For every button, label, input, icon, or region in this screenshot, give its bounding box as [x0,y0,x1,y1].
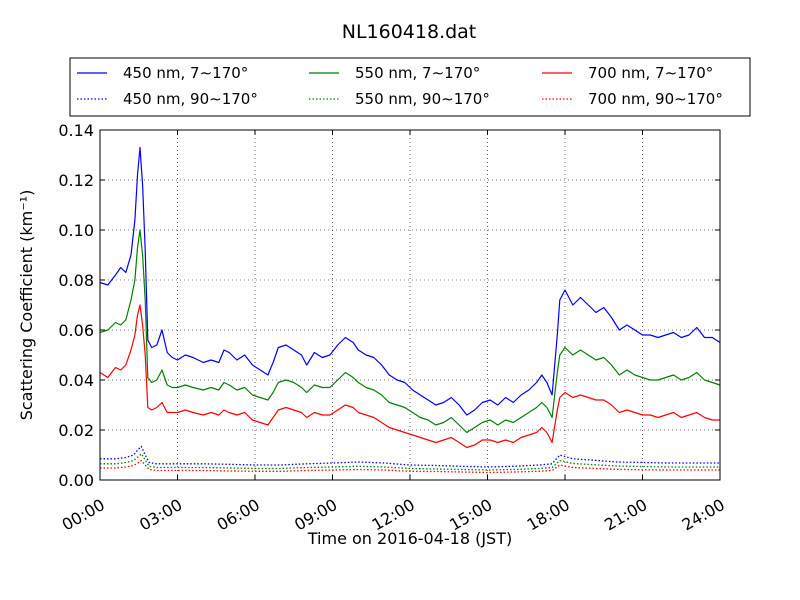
legend: 450 nm, 7∼170° 550 nm, 7∼170° 700 nm, 7∼17… [69,57,751,117]
y-tick-label: 0.00 [58,471,94,490]
series-line-4 [100,453,720,471]
y-tick-label: 0.12 [58,171,94,190]
y-tick-label: 0.14 [58,121,94,140]
x-axis-title: Time on 2016-04-18 (JST) [307,529,512,548]
legend-label-5: 700 nm, 90∼170° [588,90,723,108]
series-line-0 [99,146,721,416]
y-tick-label: 0.10 [58,221,94,240]
chart-title: NL160418.dat [342,21,477,43]
y-tick-label: 0.04 [58,371,94,390]
y-tick-label: 0.06 [58,321,94,340]
legend-label-3: 450 nm, 90∼170° [123,90,258,108]
y-tick-label: 0.08 [58,271,94,290]
ticks [99,129,721,481]
legend-label-2: 700 nm, 7∼170° [588,64,713,82]
y-axis-title: Scattering Coefficient (km⁻¹) [17,190,36,421]
legend-label-0: 450 nm, 7∼170° [123,64,248,82]
series-group [99,146,721,474]
legend-box [69,57,751,117]
series-line-3 [100,445,720,468]
series-line-1 [99,229,721,434]
legend-label-4: 550 nm, 90∼170° [355,90,490,108]
legend-label-1: 550 nm, 7∼170° [355,64,480,82]
y-tick-label: 0.02 [58,421,94,440]
series-line-2 [99,304,720,449]
